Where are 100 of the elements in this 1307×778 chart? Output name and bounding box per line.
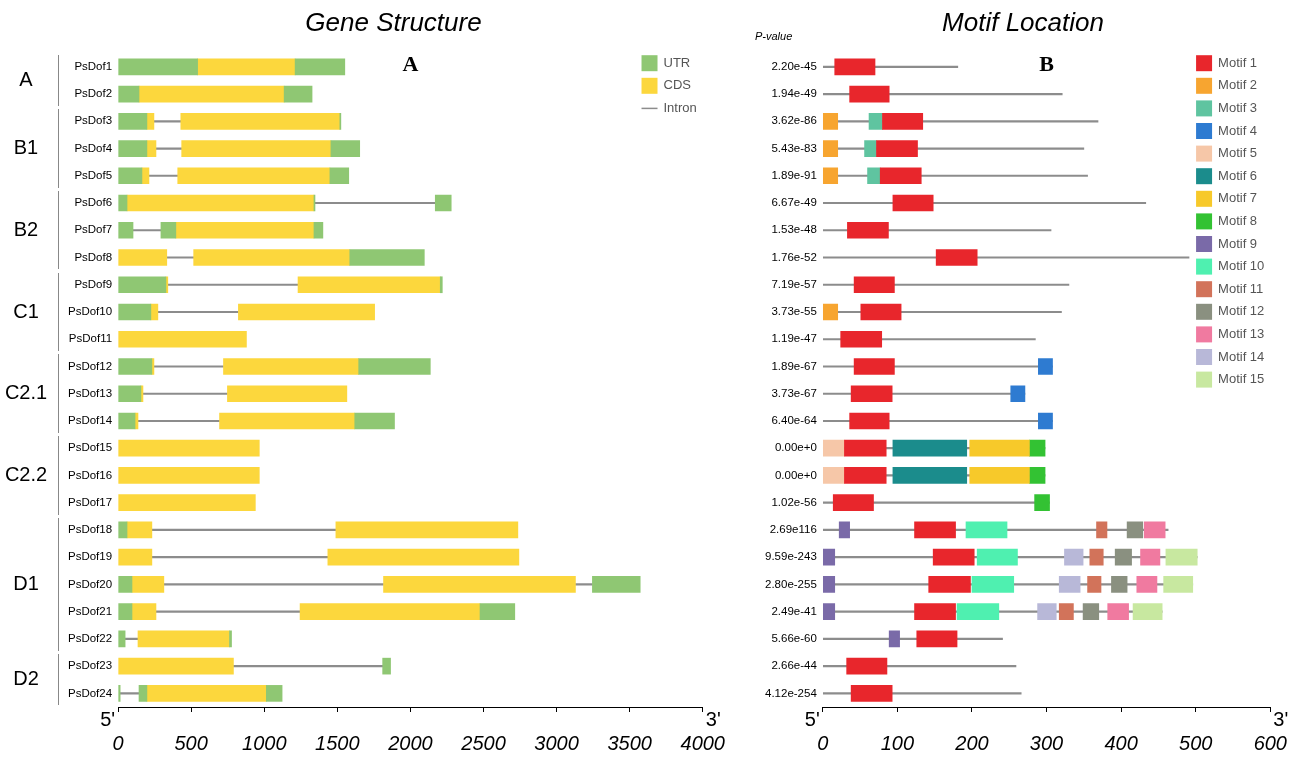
bar bbox=[229, 630, 232, 648]
x-tick-label: 0 bbox=[112, 731, 124, 754]
bar bbox=[219, 412, 356, 430]
y-tick-label: PsDof24 bbox=[68, 686, 113, 699]
y-tick-label: 6.40e-64 bbox=[771, 414, 818, 427]
bar bbox=[155, 147, 183, 150]
bar bbox=[327, 548, 520, 566]
y-tick-label: 1.89e-67 bbox=[771, 359, 817, 372]
bar bbox=[1087, 576, 1102, 593]
bar bbox=[846, 657, 888, 675]
bar bbox=[358, 358, 431, 375]
bar bbox=[349, 249, 425, 266]
legend-label: Motif 4 bbox=[1218, 122, 1258, 138]
text: D2 bbox=[13, 667, 39, 690]
text: 3' bbox=[1273, 707, 1289, 730]
x-tick-label: 3000 bbox=[534, 731, 579, 754]
text: C2.2 bbox=[4, 462, 48, 485]
bar bbox=[840, 330, 883, 348]
y-tick-label: 3.73e-67 bbox=[771, 386, 817, 399]
bar bbox=[153, 365, 224, 368]
bar bbox=[118, 249, 168, 266]
bar bbox=[853, 276, 895, 294]
legend-label: Motif 12 bbox=[1218, 303, 1265, 319]
y-tick-label: 3.73e-55 bbox=[771, 305, 817, 318]
legend-label: Motif 8 bbox=[1218, 212, 1258, 228]
bar bbox=[157, 310, 239, 314]
x-tick-label: 500 bbox=[1179, 731, 1213, 754]
bar bbox=[146, 685, 267, 702]
y-tick-label: 3.62e-86 bbox=[771, 114, 817, 127]
y-tick-label: PsDof22 bbox=[68, 632, 113, 645]
y-tick-label: PsDof9 bbox=[74, 277, 113, 290]
y-tick-label: 1.53e-48 bbox=[771, 223, 817, 236]
bar bbox=[118, 276, 167, 294]
bar bbox=[838, 521, 850, 539]
y-tick-label: PsDof8 bbox=[74, 250, 113, 263]
bar bbox=[294, 58, 346, 76]
y-tick-label: 7.19e-57 bbox=[771, 277, 817, 290]
y-tick-label: PsDof3 bbox=[74, 114, 113, 127]
legend-label: Motif 9 bbox=[1218, 235, 1258, 251]
bar bbox=[297, 276, 441, 294]
bar bbox=[283, 85, 313, 103]
bar bbox=[124, 637, 139, 640]
bar bbox=[160, 221, 177, 239]
legend-label: Motif 10 bbox=[1218, 258, 1265, 274]
bar bbox=[163, 583, 384, 586]
bar bbox=[822, 167, 839, 185]
bar bbox=[223, 358, 360, 375]
bar bbox=[238, 303, 375, 321]
bar bbox=[383, 576, 576, 593]
bar bbox=[847, 221, 889, 239]
y-tick-label: 5.66e-60 bbox=[771, 632, 817, 645]
bar bbox=[879, 167, 922, 185]
bar bbox=[330, 140, 361, 157]
bar bbox=[118, 494, 256, 512]
y-tick-label: 4.12e-254 bbox=[765, 686, 818, 699]
bar bbox=[1058, 576, 1081, 593]
y-tick-label: PsDof5 bbox=[74, 168, 113, 181]
y-tick-label: PsDof16 bbox=[68, 468, 113, 481]
y-tick-label: PsDof12 bbox=[68, 359, 113, 372]
bar bbox=[867, 167, 881, 185]
legend-label: Motif 11 bbox=[1218, 280, 1264, 296]
y-tick-label: 1.19e-47 bbox=[771, 332, 817, 345]
bar bbox=[1140, 548, 1161, 566]
bar bbox=[822, 467, 845, 484]
bar bbox=[1034, 494, 1050, 512]
legend-label: Motif 5 bbox=[1218, 145, 1258, 161]
y-tick-label: PsDof20 bbox=[68, 577, 113, 590]
bar bbox=[1136, 576, 1158, 593]
bar bbox=[1163, 576, 1194, 593]
y-tick-label: PsDof23 bbox=[68, 659, 113, 672]
text: A bbox=[19, 67, 34, 90]
bar bbox=[849, 412, 890, 430]
bar bbox=[822, 548, 836, 566]
bar bbox=[175, 221, 315, 239]
y-tick-label: 1.94e-49 bbox=[771, 87, 817, 100]
bar bbox=[1029, 439, 1046, 457]
bar bbox=[118, 85, 140, 103]
y-tick-label: PsDof18 bbox=[68, 523, 113, 536]
bar bbox=[299, 603, 481, 620]
legend-label: Motif 2 bbox=[1218, 77, 1258, 93]
y-tick-label: 0.00e+0 bbox=[774, 441, 817, 454]
bar bbox=[434, 194, 452, 212]
bar bbox=[822, 439, 845, 457]
bar bbox=[118, 58, 198, 76]
bar bbox=[1096, 521, 1108, 539]
bar bbox=[965, 521, 1008, 539]
bar bbox=[138, 85, 285, 103]
bar bbox=[118, 167, 143, 185]
bar bbox=[1037, 603, 1057, 620]
text: D1 bbox=[13, 571, 39, 594]
bar bbox=[822, 576, 836, 593]
bar bbox=[1038, 412, 1053, 430]
x-tick-label: 100 bbox=[880, 731, 915, 754]
chart-subtitle: B bbox=[1039, 50, 1055, 76]
bar bbox=[876, 140, 918, 157]
text: 5' bbox=[100, 707, 116, 730]
y-tick-label: PsDof7 bbox=[74, 223, 113, 236]
legend-label: Motif 15 bbox=[1218, 371, 1265, 387]
bar bbox=[329, 167, 350, 185]
legend-label: Motif 7 bbox=[1218, 190, 1258, 206]
